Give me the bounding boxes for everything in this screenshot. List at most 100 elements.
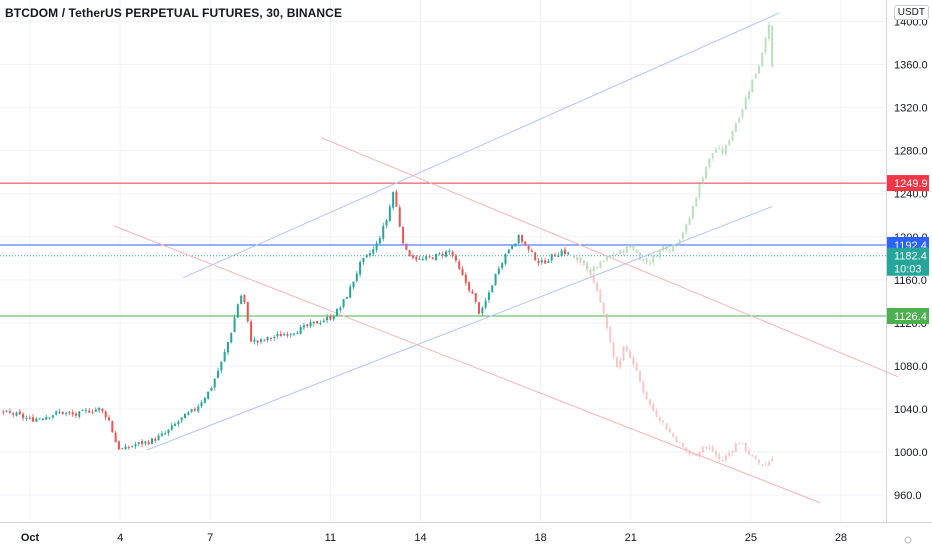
candle-body [504,254,507,264]
candle-body [605,256,608,261]
candle-body [757,66,760,74]
currency-unit-button[interactable]: USDT [893,5,929,20]
candle-body [150,438,153,445]
chart-title: BTCDOM / TetherUS PERPETUAL FUTURES, 30,… [5,6,343,20]
candle-body [408,250,411,257]
last-price-value: 1182.4 [894,251,927,263]
candle-body [675,436,678,443]
candle-body [141,441,144,445]
price-axis-tick-label: 1040.0 [894,404,928,416]
candle-body [507,249,510,254]
candle-body [108,417,111,421]
candle-body [622,250,625,253]
candle-body [322,320,325,323]
candle-body [210,387,213,391]
candle-body [701,446,704,453]
candle-body [474,293,477,302]
candle-body [154,438,157,441]
price-axis-tick-label: 1080.0 [894,361,928,373]
candle-body [560,250,563,257]
price-level-tag-label: 1249.9 [894,178,928,190]
candle-body [767,461,770,466]
candle-body [648,262,651,264]
candle-body [117,441,120,450]
candle-body [8,411,11,413]
candle-body [530,250,533,252]
candle-body [468,282,471,291]
candle-body [592,275,595,283]
price-level-tag-label: 1126.4 [894,311,927,323]
candle-body [550,254,553,261]
candle-body [187,412,190,415]
trendline-ascending-upper [183,12,780,279]
candle-body [94,409,97,412]
candle-body [451,251,454,256]
candle-body [55,411,58,415]
candle-body [665,246,668,250]
candle-body [342,299,345,308]
candle-body [582,260,585,264]
candle-body [658,249,661,258]
candle-body [517,235,520,244]
bullish-projection-candles [572,21,774,274]
candle-body [511,245,514,249]
candle-body [662,420,665,423]
candle-body [609,255,612,257]
candle-body [332,316,335,320]
candle-body [751,79,754,93]
candle-body [246,301,249,322]
candle-body [734,123,737,132]
candle-body [685,224,688,233]
candle-body [405,243,408,250]
candle-body [681,443,684,448]
candle-body [160,433,163,436]
candle-body [121,448,124,450]
candle-body [174,423,177,426]
candle-body [615,357,618,368]
trendline-descending-upper [321,137,899,378]
candle-body [256,340,259,343]
candle-body [691,206,694,219]
time-axis-tick-label: 7 [207,532,213,544]
candle-body [748,91,751,99]
candle-body [375,243,378,250]
candle-body [230,332,233,343]
candle-body [240,295,243,304]
candle-body [744,97,747,110]
candle-body [741,443,744,445]
time-axis-tick-label: Oct [21,532,40,544]
candle-body [708,447,711,449]
candle-body [629,351,632,359]
candle-body [45,417,48,420]
candle-body [345,297,348,299]
candle-body [35,418,38,422]
candle-body [2,411,5,413]
candle-body [665,423,668,430]
candle-body [220,361,223,371]
candle-body [672,245,675,252]
candle-body [98,407,101,411]
candle-body [708,158,711,168]
candle-body [754,455,757,460]
trendline-descending-lower [113,225,821,504]
candle-body [701,177,704,185]
candle-body [464,274,467,283]
candle-body [134,444,137,447]
candle-body [524,241,527,246]
candle-body [731,130,734,141]
candle-body [678,442,681,444]
candle-body [688,450,691,454]
candle-body [411,255,414,258]
candle-body [71,412,74,415]
candle-body [388,206,391,221]
candle-body [691,453,694,455]
candle-body [589,269,592,275]
time-axis-tick-label: 18 [534,532,546,544]
candle-body [428,255,431,257]
candle-body [688,218,691,225]
candle-body [213,378,216,388]
candle-body [635,249,638,253]
candle-body [398,207,401,227]
candle-body [88,410,91,413]
